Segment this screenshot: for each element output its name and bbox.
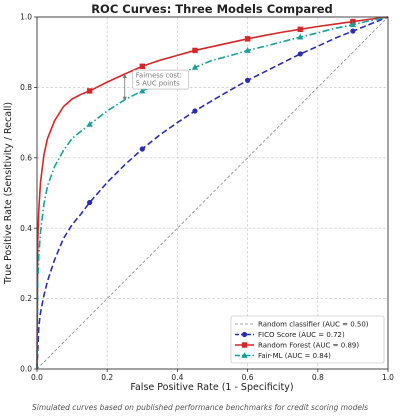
plot-frame [36, 16, 389, 370]
x-tick-label: 0.4 [171, 373, 183, 382]
y-tick-label: 0.0 [20, 365, 32, 374]
legend-label: Random Forest (AUC = 0.89) [258, 342, 359, 350]
legend-label: Fair-ML (AUC = 0.84) [258, 352, 331, 360]
x-tick-label: 0.2 [101, 373, 113, 382]
series-marker-2 [192, 47, 198, 54]
series-marker-3 [297, 33, 304, 40]
series-marker-3 [191, 63, 199, 70]
x-axis-label: False Positive Rate (1 - Specificity) [130, 382, 293, 393]
x-tick-label: 1.0 [382, 373, 394, 382]
series-marker-1 [245, 77, 251, 83]
y-tick-label: 0.8 [20, 83, 32, 92]
y-tick-label: 0.2 [20, 294, 32, 303]
annotation-arrow-head-top [122, 74, 127, 79]
y-axis-label: True Positive Rate (Sensitivity / Recall… [3, 102, 14, 285]
x-tick-label: 0.6 [242, 373, 254, 382]
series-marker-2 [139, 63, 145, 69]
series-marker-1 [192, 108, 198, 114]
x-tick-label: 0.8 [312, 373, 324, 382]
annotation-text: 5 AUC points [136, 80, 180, 88]
legend-label: FICO Score (AUC = 0.72) [258, 331, 345, 339]
annotation-arrow-head-bottom [122, 96, 127, 101]
series-marker-1 [350, 28, 356, 34]
y-tick-label: 0.6 [20, 153, 32, 162]
series-marker-1 [297, 51, 303, 57]
series-marker-1 [87, 199, 93, 206]
y-tick-label: 0.4 [20, 224, 32, 233]
legend-marker [241, 342, 248, 348]
series-line-1 [36, 16, 389, 370]
chart-svg: ROC Curves: Three Models Compared False … [3, 2, 394, 393]
annotation-text: Fairness cost: [136, 72, 182, 80]
series-marker-3 [244, 47, 251, 53]
series-marker-2 [86, 88, 93, 94]
legend-marker [241, 352, 248, 358]
legend-box [230, 315, 385, 364]
series-marker-2 [297, 26, 303, 33]
series-marker-2 [244, 36, 251, 42]
series-line-2 [36, 16, 389, 370]
legend-label: Random classifier (AUC = 0.50) [258, 321, 369, 329]
x-tick-label: 0.0 [31, 373, 43, 382]
footnote-caption: Simulated curves based on published perf… [31, 403, 368, 412]
chart-title: ROC Curves: Three Models Compared [91, 2, 333, 16]
series-line-0 [36, 16, 389, 370]
series-marker-3 [139, 87, 146, 94]
annotation-box [132, 69, 190, 90]
series-marker-1 [139, 146, 145, 152]
series-marker-3 [349, 21, 356, 28]
series-marker-3 [86, 120, 93, 127]
y-tick-label: 1.0 [20, 13, 32, 22]
legend-marker [241, 331, 248, 338]
